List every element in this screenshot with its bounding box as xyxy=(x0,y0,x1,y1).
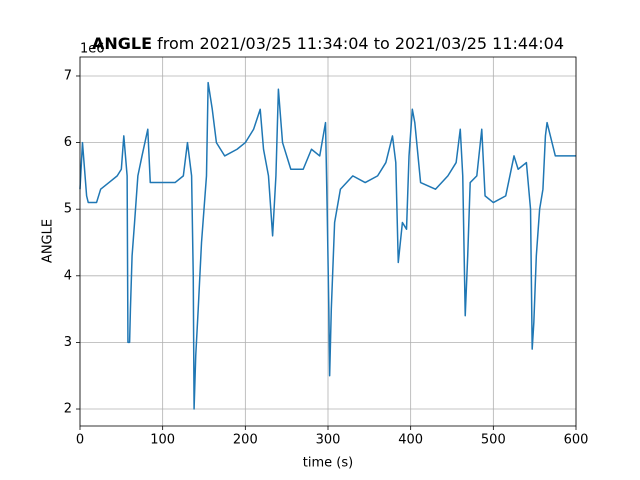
x-axis-label: time (s) xyxy=(303,456,353,471)
x-tick-label: 600 xyxy=(564,433,589,448)
chart-title: ANGLE from 2021/03/25 11:34:04 to 2021/0… xyxy=(92,34,564,53)
title-name: ANGLE xyxy=(92,34,152,53)
y-tick-label: 5 xyxy=(64,202,72,217)
data-line xyxy=(79,81,576,410)
y-tick-label: 4 xyxy=(64,268,72,283)
x-tick-label: 100 xyxy=(150,433,175,448)
y-axis-label: ANGLE xyxy=(41,219,56,263)
x-tick-label: 0 xyxy=(76,433,84,448)
x-tick-label: 500 xyxy=(481,433,506,448)
y-tick-label: 6 xyxy=(64,135,72,150)
y-offset-label: 1e6 xyxy=(80,42,105,57)
x-tick-label: 200 xyxy=(233,433,258,448)
y-tick-label: 2 xyxy=(64,402,72,417)
x-tick-label: 400 xyxy=(398,433,423,448)
y-tick-label: 3 xyxy=(64,335,72,350)
plot-frame xyxy=(79,56,577,427)
x-tick-label: 300 xyxy=(316,433,341,448)
y-tick-label: 7 xyxy=(64,68,72,83)
title-rest: from 2021/03/25 11:34:04 to 2021/03/25 1… xyxy=(152,34,564,53)
